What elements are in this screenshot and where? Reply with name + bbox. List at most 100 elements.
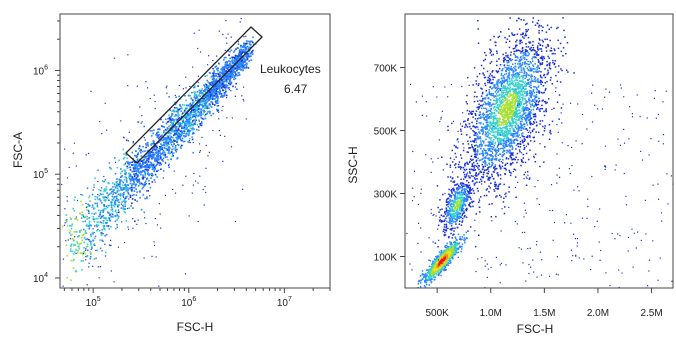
event-dot [113, 57, 115, 59]
event-dot [469, 160, 471, 163]
event-dot [499, 140, 501, 142]
event-dot [159, 152, 162, 154]
event-dot [486, 118, 488, 120]
event-dot [168, 117, 171, 120]
event-dot [141, 187, 144, 190]
event-dot [72, 253, 75, 255]
event-dot [548, 64, 551, 66]
event-dot [186, 118, 189, 121]
event-dot [240, 48, 243, 51]
event-dot [506, 137, 508, 139]
event-dot [182, 121, 184, 123]
event-dot [237, 62, 239, 65]
event-dot [492, 107, 495, 109]
event-dot [528, 97, 530, 99]
event-dot [187, 130, 189, 132]
event-dot [537, 59, 539, 61]
event-dot [512, 98, 515, 101]
event-dot [495, 86, 497, 89]
leukocytes-gate[interactable] [125, 26, 263, 164]
event-dot [494, 126, 496, 128]
event-dot [162, 141, 165, 144]
event-dot [219, 81, 221, 83]
event-dot [204, 117, 207, 120]
event-dot [493, 134, 495, 136]
event-dot [150, 154, 152, 156]
event-dot [534, 80, 537, 83]
event-dot [528, 74, 530, 77]
event-dot [181, 127, 184, 129]
event-dot [516, 161, 518, 164]
event-dot [493, 99, 495, 102]
event-dot [114, 192, 117, 195]
event-dot [159, 213, 161, 215]
event-dot [232, 61, 234, 64]
event-dot [228, 65, 231, 68]
event-dot [205, 191, 207, 194]
event-dot [529, 92, 532, 95]
event-dot [209, 91, 211, 93]
event-dot [205, 144, 207, 146]
event-dot [485, 194, 488, 197]
event-dot [541, 55, 543, 58]
event-dot [196, 104, 198, 107]
event-dot [82, 216, 85, 219]
event-dot [188, 215, 190, 217]
event-dot [464, 164, 466, 167]
event-dot [545, 88, 547, 90]
event-dot [147, 173, 149, 175]
event-dot [488, 101, 490, 104]
event-dot [512, 111, 515, 114]
event-dot [136, 155, 138, 158]
event-dot [149, 173, 151, 175]
event-dot [239, 50, 241, 52]
event-dot [540, 76, 542, 78]
event-dot [133, 187, 136, 189]
event-dot [532, 108, 535, 111]
event-dot [147, 161, 150, 163]
event-dot [199, 175, 201, 177]
event-dot [151, 174, 153, 177]
event-dot [119, 186, 122, 189]
event-dot [487, 123, 490, 126]
event-dot [503, 76, 505, 79]
event-dot [176, 110, 178, 112]
event-dot [498, 58, 500, 60]
event-dot [545, 110, 548, 113]
event-dot [233, 68, 236, 70]
event-dot [497, 70, 500, 72]
event-dot [204, 86, 206, 89]
event-dot [503, 57, 505, 60]
event-dot [515, 138, 518, 140]
event-dot [85, 206, 87, 208]
event-dot [173, 107, 176, 109]
leukocytes-gate-outline[interactable] [125, 26, 263, 164]
gate-percent: 6.47 [284, 82, 308, 96]
event-dot [519, 120, 522, 123]
event-dot [157, 141, 160, 144]
event-dot [487, 148, 489, 150]
event-dot [245, 47, 247, 50]
event-dot [525, 29, 527, 31]
event-dot [182, 125, 184, 128]
event-dot [538, 100, 541, 102]
event-dot [533, 128, 535, 130]
event-dot [538, 70, 541, 72]
event-dot [457, 138, 459, 140]
event-dot [202, 188, 204, 191]
event-dot [488, 179, 491, 181]
event-dot [497, 36, 499, 39]
event-dot [464, 163, 466, 166]
event-dot [149, 161, 152, 164]
event-dot [147, 152, 150, 155]
event-dot [227, 68, 229, 71]
event-dot [162, 125, 164, 128]
event-dot [486, 154, 488, 156]
event-dot [482, 123, 485, 125]
event-dot [195, 105, 198, 108]
event-dot [145, 165, 148, 167]
event-dot [168, 145, 170, 148]
event-dot [195, 109, 197, 112]
event-dot [153, 169, 155, 172]
event-dot [538, 108, 540, 111]
